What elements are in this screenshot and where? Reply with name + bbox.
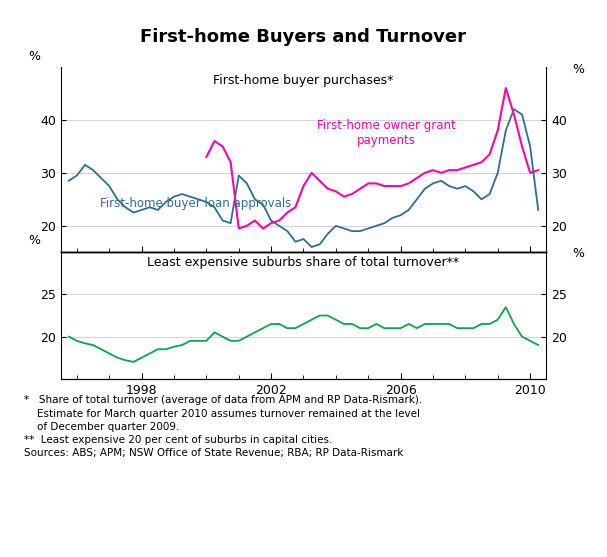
Text: *   Share of total turnover (average of data from APM and RP Data-Rismark).
    : * Share of total turnover (average of da… xyxy=(24,395,422,458)
Y-axis label: %: % xyxy=(28,50,40,63)
Text: First-home buyer purchases*: First-home buyer purchases* xyxy=(213,74,394,87)
Y-axis label: %: % xyxy=(572,247,584,260)
Text: First-home Buyers and Turnover: First-home Buyers and Turnover xyxy=(140,28,467,46)
Text: Least expensive suburbs share of total turnover**: Least expensive suburbs share of total t… xyxy=(148,256,459,269)
Y-axis label: %: % xyxy=(28,234,40,247)
Y-axis label: %: % xyxy=(572,63,584,76)
Text: First-home buyer loan approvals: First-home buyer loan approvals xyxy=(100,197,291,209)
Text: First-home owner grant
payments: First-home owner grant payments xyxy=(317,119,455,147)
